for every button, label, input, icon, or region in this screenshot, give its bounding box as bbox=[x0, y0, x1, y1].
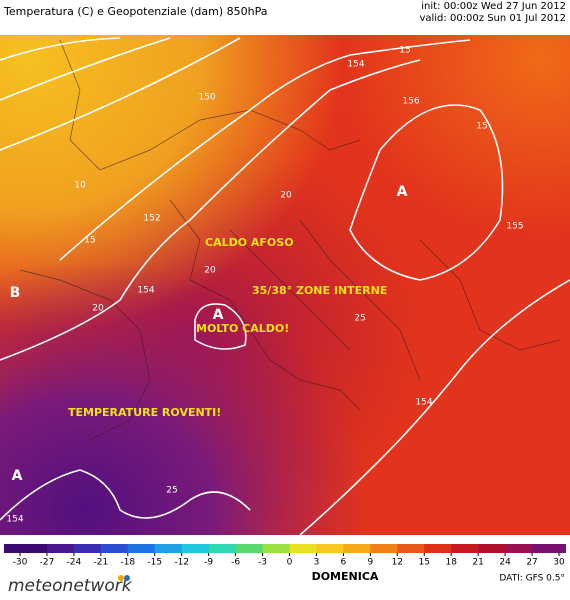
contour-label: 15 bbox=[84, 236, 95, 246]
day-label: DOMENICA bbox=[312, 570, 379, 583]
contour-label: 156 bbox=[402, 97, 419, 107]
colorbar-tick-label: -21 bbox=[93, 558, 108, 568]
colorbar-tick-label: 6 bbox=[341, 558, 347, 568]
contour-label: 10 bbox=[74, 181, 86, 191]
colorbar-segment bbox=[100, 544, 129, 553]
colorbar-segment bbox=[73, 544, 102, 553]
colorbar-tick-label: 18 bbox=[445, 558, 457, 568]
contour-label: 154 bbox=[6, 515, 23, 525]
colorbar-tick-label: -9 bbox=[204, 558, 213, 568]
contour-label: 155 bbox=[506, 222, 523, 232]
contour-label: 25 bbox=[166, 486, 177, 496]
colorbar-segment bbox=[451, 544, 479, 553]
colorbar-segment bbox=[397, 544, 425, 553]
colorbar-tick-label: 27 bbox=[526, 558, 537, 568]
colorbar-segment bbox=[262, 544, 290, 553]
colorbar-tick-label: 3 bbox=[314, 558, 320, 568]
colorbar-segment bbox=[505, 544, 533, 553]
contour-label: 15 bbox=[399, 46, 410, 56]
colorbar-tick-label: 0 bbox=[287, 558, 293, 568]
colorbar-segment bbox=[181, 544, 210, 553]
colorbar-segment bbox=[316, 544, 344, 553]
map-title: Temperatura (C) e Geopotenziale (dam) 85… bbox=[3, 5, 267, 18]
brand: meteonetwork bbox=[8, 576, 133, 596]
pressure-center: A bbox=[397, 184, 408, 200]
colorbar-tick-label: 15 bbox=[419, 558, 430, 568]
colorbar-segment bbox=[20, 544, 48, 553]
contour-label: 25 bbox=[354, 314, 365, 324]
annotation: MOLTO CALDO! bbox=[196, 322, 289, 335]
colorbar-tick-label: -18 bbox=[120, 558, 135, 568]
pressure-center: A bbox=[12, 468, 23, 484]
colorbar-tick-label: 9 bbox=[367, 558, 373, 568]
colorbar: -30 -27 -24 -21 -18 -15 -12 -9 -6 -3 0 3 6 9 12 15 18 21 2… bbox=[4, 544, 566, 568]
colorbar-segment bbox=[208, 544, 237, 553]
contour-label: 20 bbox=[204, 266, 216, 276]
colorbar-segment bbox=[532, 544, 560, 553]
colorbar-tick-label: 30 bbox=[553, 558, 565, 568]
colorbar-tick-label: -27 bbox=[40, 558, 55, 568]
colorbar-tick-label: -30 bbox=[13, 558, 28, 568]
pressure-center: B bbox=[10, 285, 21, 301]
contour-label: 152 bbox=[143, 214, 160, 224]
contour-label: 154 bbox=[137, 286, 154, 296]
colorbar-segment bbox=[127, 544, 156, 553]
logo-dot bbox=[118, 575, 124, 581]
colorbar-tick-label: 12 bbox=[392, 558, 403, 568]
colorbar-tick-label: -12 bbox=[174, 558, 189, 568]
colorbar-segment bbox=[370, 544, 398, 553]
colorbar-segment bbox=[424, 544, 452, 553]
annotation: CALDO AFOSO bbox=[205, 236, 294, 249]
colorbar-tick-label: -3 bbox=[258, 558, 267, 568]
colorbar-tick-label: -15 bbox=[147, 558, 162, 568]
colorbar-segment bbox=[46, 544, 75, 553]
data-source: DATI: GFS 0.5° bbox=[499, 574, 565, 584]
annotation: 35/38° ZONE INTERNE bbox=[252, 284, 387, 297]
colorbar-segment bbox=[343, 544, 371, 553]
colorbar-segment bbox=[235, 544, 264, 553]
contour-label: 20 bbox=[92, 304, 104, 314]
colorbar-segment bbox=[478, 544, 506, 553]
valid-time: valid: 00:00z Sun 01 Jul 2012 bbox=[419, 13, 566, 24]
colorbar-segment bbox=[154, 544, 183, 553]
colorbar-cap bbox=[4, 544, 20, 553]
colorbar-tick-label: -6 bbox=[231, 558, 240, 568]
colorbar-tick-label: -24 bbox=[67, 558, 82, 568]
colorbar-cap bbox=[559, 544, 566, 553]
pressure-center: A bbox=[213, 307, 224, 323]
contour-label: 150 bbox=[198, 93, 215, 103]
logo-dot bbox=[124, 575, 130, 581]
contour-label: 154 bbox=[347, 60, 364, 70]
contour-label: 154 bbox=[415, 398, 432, 408]
map bbox=[0, 35, 570, 536]
colorbar-segment bbox=[289, 544, 317, 553]
colorbar-tick-label: 21 bbox=[472, 558, 483, 568]
annotation: TEMPERATURE ROVENTI! bbox=[68, 406, 221, 419]
init-time: init: 00:00z Wed 27 Jun 2012 bbox=[421, 1, 566, 12]
contour-label: 20 bbox=[280, 191, 292, 201]
contour-label: 15 bbox=[476, 122, 487, 132]
colorbar-tick-label: 24 bbox=[499, 558, 511, 568]
